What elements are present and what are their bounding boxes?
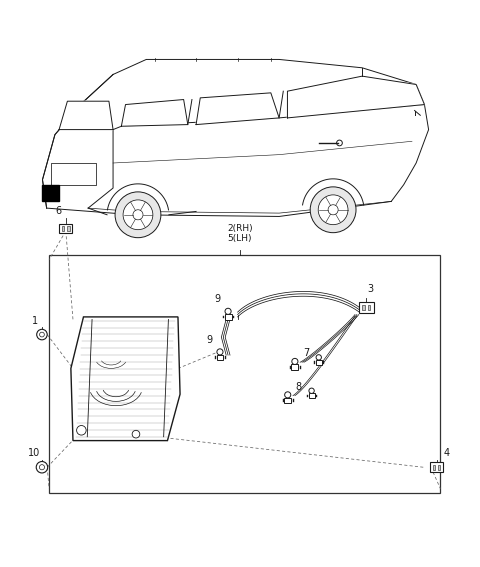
Text: 3: 3 [367,284,373,294]
Circle shape [328,205,338,215]
Circle shape [285,392,291,398]
Bar [62,226,64,231]
Polygon shape [59,101,113,130]
Polygon shape [121,100,188,126]
Circle shape [217,349,223,355]
Bar [67,226,70,231]
Text: 1: 1 [32,316,38,326]
Circle shape [132,430,140,438]
Circle shape [36,462,48,473]
Bar [216,355,223,360]
Circle shape [115,192,161,238]
Text: 7: 7 [303,349,309,358]
Polygon shape [42,185,59,201]
Text: 6: 6 [56,206,62,215]
Bar [433,465,435,469]
Circle shape [292,358,298,365]
Circle shape [318,195,348,225]
Circle shape [316,355,322,360]
Bar [362,304,365,310]
Bar [438,465,440,469]
Text: 8: 8 [296,382,302,392]
Circle shape [123,200,153,230]
Text: 9: 9 [214,294,220,304]
Circle shape [36,329,47,340]
Bar [368,304,371,310]
Bar [309,393,314,398]
Circle shape [310,187,356,232]
Text: 9: 9 [207,335,213,345]
Circle shape [133,210,143,220]
Bar [59,224,72,234]
Bar [430,463,444,472]
Text: 5(LH): 5(LH) [228,234,252,243]
Bar [225,314,231,320]
Polygon shape [288,76,424,118]
Text: 2(RH): 2(RH) [227,225,253,234]
Bar [360,302,373,312]
Circle shape [309,388,314,393]
Bar [49,255,441,493]
Polygon shape [196,93,279,125]
Circle shape [225,308,231,314]
Text: 4: 4 [443,448,449,458]
Bar [291,365,298,370]
Bar [284,397,291,403]
Circle shape [77,425,86,435]
Bar [316,360,322,365]
Polygon shape [71,317,180,441]
Text: 10: 10 [28,448,40,458]
